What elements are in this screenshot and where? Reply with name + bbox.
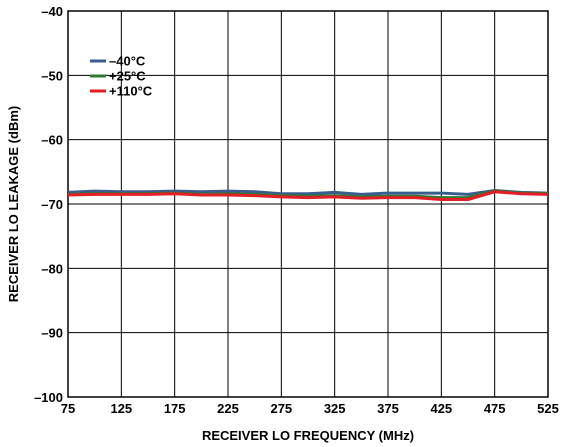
x-tick-label: 275 [270, 401, 292, 416]
plot-area-frame [67, 10, 549, 398]
series-line-0 [67, 188, 549, 196]
series-lines [67, 188, 549, 201]
x-tick-label: 375 [377, 401, 399, 416]
legend: –40°C+25°C+110°C [90, 54, 153, 99]
y-axis-label: RECEIVER LO LEAKAGE (dBm) [6, 106, 21, 302]
legend-label: +110°C [109, 84, 153, 99]
x-tick-label: 325 [324, 401, 346, 416]
x-tick-label: 125 [110, 401, 132, 416]
axis-ticks: 75 125 175 225 275 325 375 425 475 525 –100 –90 –80 –… [34, 4, 559, 416]
x-tick-label: 75 [61, 401, 75, 416]
series-line-2 [67, 190, 549, 201]
y-tick-label: –50 [41, 68, 63, 83]
x-tick-label: 175 [164, 401, 186, 416]
x-tick-label: 425 [430, 401, 452, 416]
x-tick-label: 225 [217, 401, 239, 416]
x-tick-label: 475 [484, 401, 506, 416]
y-tick-label: –80 [41, 261, 63, 276]
legend-label: +25°C [109, 69, 146, 84]
y-tick-label: –100 [34, 390, 63, 405]
x-tick-label: 525 [537, 401, 559, 416]
legend-label: –40°C [109, 54, 146, 69]
y-tick-label: –60 [41, 133, 63, 148]
y-tick-label: –70 [41, 197, 63, 212]
y-tick-label: –90 [41, 326, 63, 341]
x-axis-label: RECEIVER LO FREQUENCY (MHz) [202, 428, 414, 443]
y-tick-label: –40 [41, 4, 63, 19]
